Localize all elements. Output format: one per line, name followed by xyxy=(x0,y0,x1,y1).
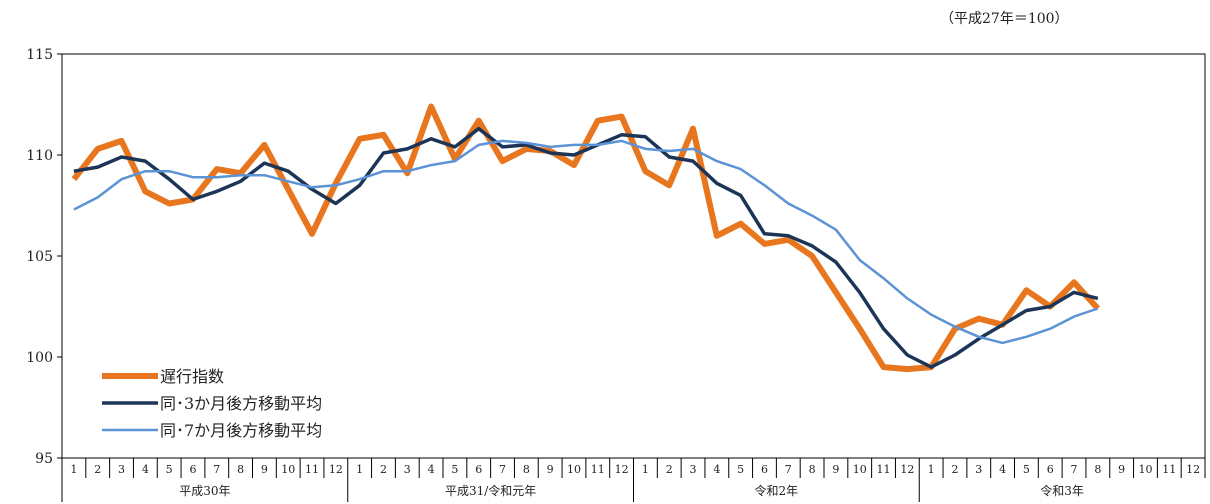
x-tick-label: 11 xyxy=(305,463,319,476)
series-line-2 xyxy=(73,126,1099,369)
x-tick-label: 10 xyxy=(281,463,295,476)
x-tick-label: 7 xyxy=(499,463,506,476)
x-tick-label: 9 xyxy=(832,463,839,476)
x-tick-label: 8 xyxy=(809,463,816,476)
legend-label: 遅行指数 xyxy=(160,367,224,386)
x-tick-label: 12 xyxy=(900,463,914,476)
year-group-label: 令和2年 xyxy=(755,483,799,498)
x-tick-label: 3 xyxy=(690,463,697,476)
x-tick-label: 5 xyxy=(1023,463,1030,476)
x-tick-label: 11 xyxy=(591,463,605,476)
legend-label: 同･7か月後方移動平均 xyxy=(160,421,322,440)
x-tick-label: 6 xyxy=(1047,463,1054,476)
x-tick-label: 1 xyxy=(642,463,649,476)
legend-label: 同･3か月後方移動平均 xyxy=(160,394,322,413)
x-tick-label: 7 xyxy=(213,463,220,476)
x-tick-label: 8 xyxy=(237,463,244,476)
x-tick-label: 7 xyxy=(785,463,792,476)
x-tick-label: 10 xyxy=(1138,463,1152,476)
x-tick-label: 8 xyxy=(523,463,530,476)
x-tick-label: 7 xyxy=(1071,463,1078,476)
x-tick-label: 1 xyxy=(928,463,935,476)
series-line-3 xyxy=(73,139,1099,345)
x-tick-label: 9 xyxy=(261,463,268,476)
x-tick-label: 3 xyxy=(118,463,125,476)
x-tick-label: 6 xyxy=(475,463,482,476)
x-tick-label: 2 xyxy=(666,463,673,476)
x-tick-label: 11 xyxy=(1162,463,1176,476)
x-tick-label: 12 xyxy=(615,463,629,476)
x-tick-label: 12 xyxy=(329,463,343,476)
x-tick-label: 8 xyxy=(1094,463,1101,476)
x-tick-label: 4 xyxy=(428,463,435,476)
x-tick-label: 2 xyxy=(951,463,958,476)
x-tick-label: 9 xyxy=(1118,463,1125,476)
x-tick-label: 4 xyxy=(142,463,149,476)
y-tick-label: 115 xyxy=(26,47,53,63)
year-group-label: 平成31/令和元年 xyxy=(445,483,536,498)
x-tick-label: 11 xyxy=(877,463,891,476)
x-tick-label: 12 xyxy=(1186,463,1200,476)
x-tick-label: 1 xyxy=(70,463,77,476)
series-line-1 xyxy=(71,103,1101,373)
series-layer xyxy=(71,103,1101,373)
y-tick-label: 105 xyxy=(26,249,53,265)
x-tick-label: 2 xyxy=(380,463,387,476)
x-tick-label: 6 xyxy=(761,463,768,476)
year-group-label: 平成30年 xyxy=(179,484,230,498)
x-tick-label: 5 xyxy=(451,463,458,476)
x-tick-label: 5 xyxy=(166,463,173,476)
x-tick-label: 9 xyxy=(547,463,554,476)
x-tick-label: 10 xyxy=(567,463,581,476)
unit-note: （平成27年＝100） xyxy=(940,11,1069,27)
year-group-label: 令和3年 xyxy=(1040,483,1084,498)
y-tick-label: 100 xyxy=(26,350,53,366)
x-tick-label: 10 xyxy=(853,463,867,476)
x-tick-label: 2 xyxy=(94,463,101,476)
y-tick-label: 95 xyxy=(35,451,53,467)
x-tick-label: 4 xyxy=(713,463,720,476)
x-tick-label: 1 xyxy=(356,463,363,476)
x-tick-label: 6 xyxy=(189,463,196,476)
x-tick-label: 3 xyxy=(404,463,411,476)
x-tick-label: 4 xyxy=(999,463,1006,476)
y-tick-label: 110 xyxy=(26,148,53,164)
x-tick-label: 5 xyxy=(737,463,744,476)
x-tick-label: 3 xyxy=(975,463,982,476)
